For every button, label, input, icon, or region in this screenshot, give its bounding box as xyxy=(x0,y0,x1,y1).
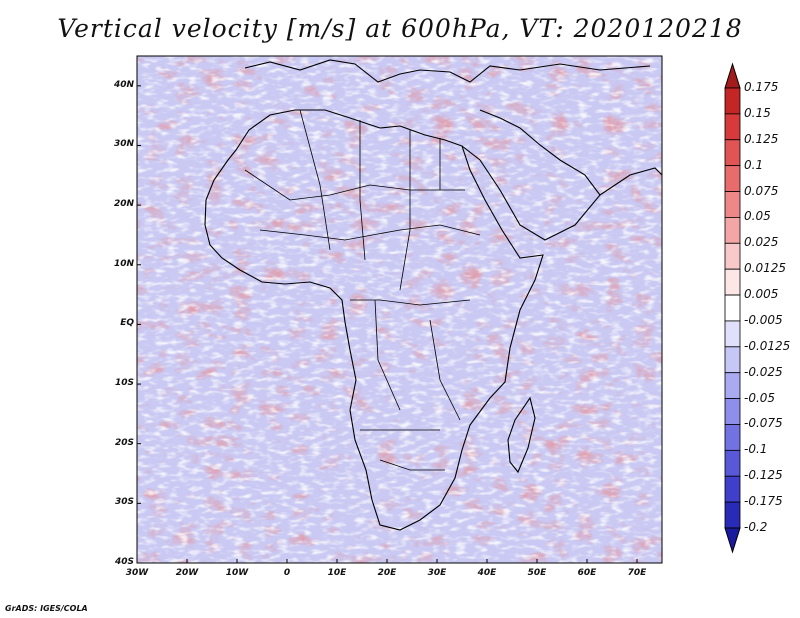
colorbar-label: 0.05 xyxy=(744,209,771,224)
field-fine-texture xyxy=(137,56,662,563)
lon-tick-label: 60E xyxy=(577,568,597,578)
lat-tick-label: 10S xyxy=(114,378,134,389)
colorbar-label: 0.0125 xyxy=(744,261,786,276)
map-plot-area xyxy=(137,56,662,563)
colorbar-label: 0.1 xyxy=(744,157,764,172)
lon-tick-label: 0 xyxy=(283,568,291,578)
lon-tick-label: 70E xyxy=(627,568,647,578)
colorbar-label: -0.175 xyxy=(744,494,783,509)
colorbar-swatch xyxy=(724,475,741,503)
lon-tick-label: 20W xyxy=(175,568,199,578)
lat-tick-label: 30N xyxy=(113,139,134,150)
lon-tick-label: 30E xyxy=(427,568,447,578)
colorbar-label: -0.075 xyxy=(744,416,783,431)
colorbar-label: -0.005 xyxy=(744,312,783,327)
colorbar-swatch xyxy=(724,501,741,529)
lon-tick-label: 10W xyxy=(225,568,249,578)
lat-tick-label: 20S xyxy=(114,437,134,448)
map-title: Vertical velocity [m/s] at 600hPa, VT: 2… xyxy=(57,14,743,43)
lon-tick-label: 30W xyxy=(125,568,149,578)
colorbar-label: 0.075 xyxy=(744,183,779,198)
colorbar-swatch xyxy=(724,217,741,244)
colorbar-label: 0.15 xyxy=(744,105,771,120)
colorbar-swatch xyxy=(724,372,741,399)
colorbar-swatch xyxy=(724,268,741,296)
colorbar-swatch xyxy=(724,320,741,348)
colorbar-label: -0.1 xyxy=(744,442,768,457)
lat-tick-label: EQ xyxy=(120,318,134,329)
lat-tick-label: 10N xyxy=(113,258,134,269)
lon-tick-label: 20E xyxy=(377,568,397,578)
colorbar-min-arrow xyxy=(724,527,741,554)
colorbar-swatch xyxy=(724,165,741,192)
colorbar-swatch xyxy=(724,424,741,451)
lat-tick-label: 30S xyxy=(114,497,134,508)
colorbar-label: -0.0125 xyxy=(744,338,791,353)
colorbar-swatch xyxy=(724,242,741,270)
plot-frame xyxy=(136,55,663,564)
colorbar-swatch xyxy=(724,87,741,115)
colorbar-swatch xyxy=(724,346,741,374)
lat-tick-label: 40N xyxy=(113,79,134,90)
colorbar-label: 0.025 xyxy=(744,235,779,250)
colorbar-label: -0.05 xyxy=(744,390,776,405)
madagascar-coastline xyxy=(507,396,536,474)
colorbar-max-arrow xyxy=(724,62,741,89)
colorbar-label: -0.125 xyxy=(744,468,783,483)
colorbar-swatch xyxy=(724,449,741,477)
colorbar-label: 0.125 xyxy=(744,131,779,146)
colorbar-swatch xyxy=(724,139,741,167)
asia-coastline xyxy=(599,167,662,196)
colorbar-swatch xyxy=(724,294,741,322)
europe-coastline xyxy=(244,59,651,83)
lon-tick-label: 50E xyxy=(527,568,547,578)
colorbar-swatch xyxy=(724,113,741,141)
lon-tick-label: 10E xyxy=(327,568,347,578)
grads-credit: GrADS: IGES/COLA xyxy=(5,604,88,613)
country-borders xyxy=(244,109,481,471)
colorbar-label: 0.005 xyxy=(744,287,779,302)
lat-tick-label: 20N xyxy=(113,199,134,210)
colorbar-label: -0.025 xyxy=(744,364,783,379)
colorbar-label: -0.2 xyxy=(744,520,768,534)
axis-ticks xyxy=(136,85,638,564)
africa-coastline xyxy=(204,109,544,531)
lat-tick-label: 40S xyxy=(114,557,134,567)
lon-tick-label: 40E xyxy=(477,568,497,578)
colorbar xyxy=(724,62,741,554)
colorbar-swatch xyxy=(724,191,741,218)
colorbar-label: 0.175 xyxy=(744,80,779,94)
coastlines xyxy=(204,59,662,531)
colorbar-swatch xyxy=(724,398,741,425)
